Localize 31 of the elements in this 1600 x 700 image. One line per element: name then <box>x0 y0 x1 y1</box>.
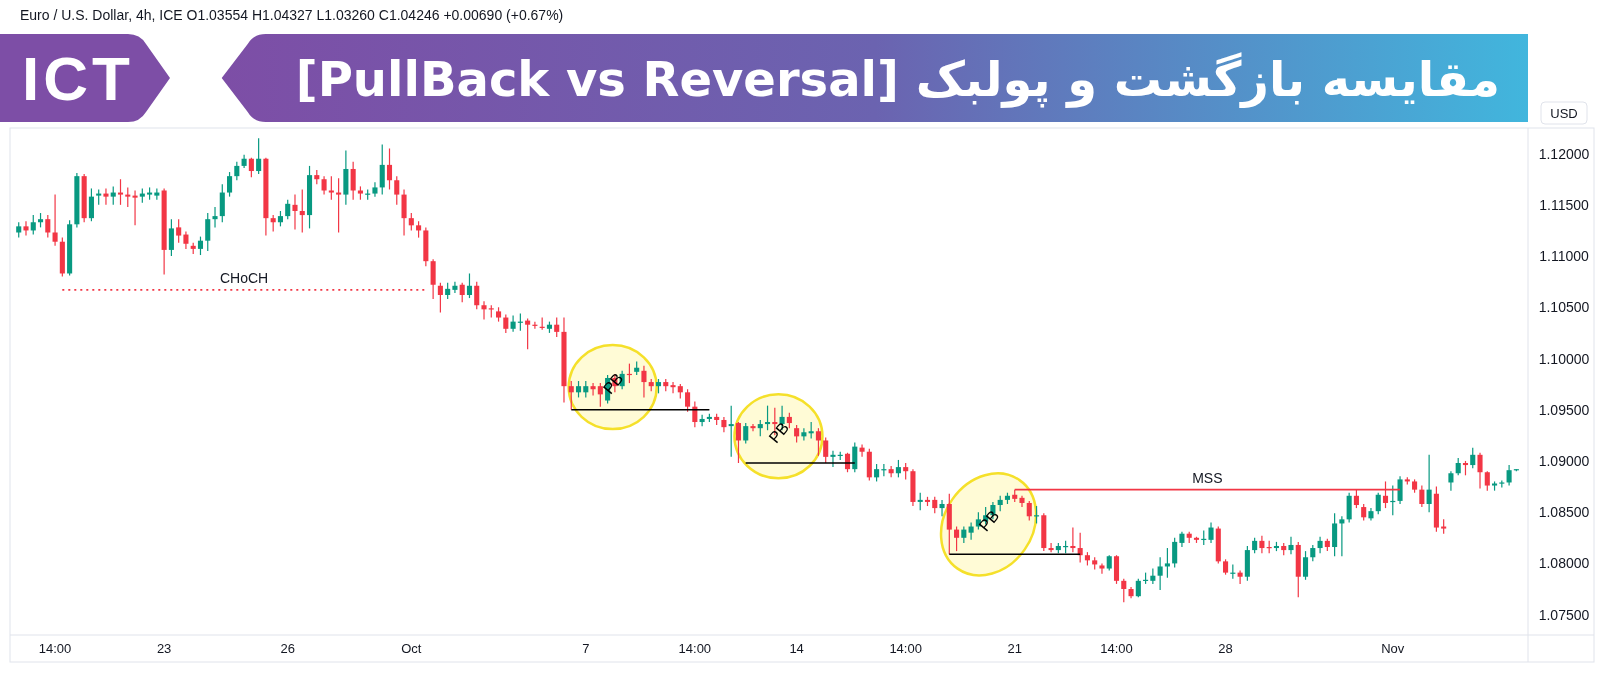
x-tick-label: 14:00 <box>678 641 712 656</box>
x-tick-label: 23 <box>156 641 172 656</box>
annotation: PB <box>599 369 627 398</box>
x-tick-label: 14:00 <box>38 641 72 656</box>
y-tick-label: 1.11500 <box>1539 196 1589 213</box>
y-tick-label: 1.11000 <box>1539 248 1589 265</box>
annotation: PB <box>975 507 1003 535</box>
x-tick-label: Nov <box>1381 641 1405 656</box>
y-axis-title: USD <box>1550 106 1578 121</box>
series-label: CHoCH <box>219 269 269 286</box>
x-tick-label: 14 <box>789 641 804 656</box>
x-tick-label: 14:00 <box>889 641 922 656</box>
y-tick-label: 1.09000 <box>1538 452 1590 469</box>
chart-title: ICT <box>22 44 134 113</box>
y-tick-label: 1.10500 <box>1538 299 1590 316</box>
x-tick-label: 21 <box>1007 641 1022 656</box>
x-tick-label: 28 <box>1218 641 1233 656</box>
y-tick-label: 1.07500 <box>1538 606 1590 623</box>
x-tick-label: Oct <box>401 641 422 656</box>
y-tick-label: 1.12000 <box>1538 145 1590 162</box>
x-tick-label: 26 <box>280 641 295 656</box>
y-tick-label: 1.08500 <box>1538 504 1590 521</box>
text: Euro / U.S. Dollar, 4h, ICE O1.03554 H1.04327 L1.03260 C1.04246 +0.00690 (+0.67%) <box>20 7 564 23</box>
y-tick-label: 1.08000 <box>1538 555 1590 572</box>
y-tick-label: 1.10000 <box>1538 350 1590 367</box>
chart-subtitle: مقایسه بازگشت و پولبک [PullBack vs Reversal] <box>295 51 1500 108</box>
y-tick-label: 1.09500 <box>1538 401 1590 418</box>
x-tick-label: 7 <box>582 641 590 656</box>
series-label: MSS <box>1192 469 1223 486</box>
x-tick-label: 14:00 <box>1100 641 1133 656</box>
annotation: PB <box>765 418 793 447</box>
